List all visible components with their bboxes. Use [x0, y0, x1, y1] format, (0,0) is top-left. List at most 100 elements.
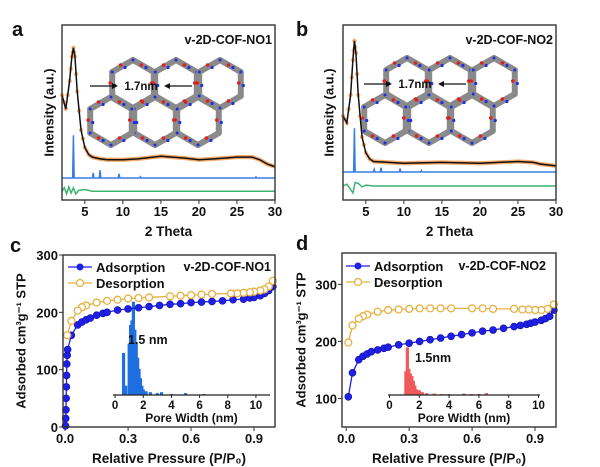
- nitrogen-atom: [440, 136, 444, 141]
- inset-x-axis-label: Pore Width (nm): [418, 411, 511, 425]
- nitrogen-atom: [153, 95, 157, 99]
- adsorption-point: [92, 311, 101, 320]
- sample-title: v-2D-COF-NO1: [183, 260, 271, 274]
- framework-linker: [426, 92, 453, 110]
- pore-size-annotation: 1.7nm: [124, 81, 157, 93]
- adsorption-point: [176, 299, 185, 308]
- nitrogen-atom: [153, 143, 157, 147]
- adsorption-point: [367, 347, 376, 356]
- nitrogen-atom: [448, 56, 452, 60]
- x-tick-label: 25: [230, 204, 244, 219]
- nitrogen-atom: [210, 65, 214, 70]
- framework-linker: [152, 57, 179, 75]
- nitrogen-atom: [166, 102, 170, 107]
- desorption-point: [67, 316, 76, 326]
- inset-x-tick-label: 2: [140, 400, 146, 412]
- pore-size-annotation: 1.7nm: [398, 79, 431, 91]
- framework-linker: [152, 130, 179, 148]
- x-tick-label: 0.0: [56, 431, 74, 446]
- panel-label: a: [12, 19, 24, 41]
- oxygen-atom: [469, 79, 474, 83]
- arrowhead-icon: [438, 81, 444, 87]
- nitrogen-atom: [397, 63, 401, 68]
- adsorption-point: [208, 297, 216, 306]
- x-tick-label: 5: [362, 204, 369, 219]
- oxygen-atom: [370, 98, 375, 102]
- x-tick-label: 10: [116, 204, 130, 219]
- adsorption-point: [62, 371, 71, 380]
- nitrogen-atom: [109, 95, 113, 99]
- adsorption-point: [134, 303, 143, 312]
- legend-label: Desorption: [374, 275, 443, 290]
- oxygen-atom: [370, 134, 375, 138]
- nitrogen-atom: [492, 56, 496, 60]
- inset-x-tick-label: 2: [416, 400, 422, 412]
- oxygen-atom: [500, 61, 505, 65]
- desorption-point: [165, 292, 175, 301]
- nitrogen-atom: [130, 107, 134, 111]
- nitrogen-atom: [471, 68, 475, 72]
- nitrogen-atom: [505, 63, 509, 68]
- legend-marker-filled-icon: [354, 262, 362, 270]
- x-tick-label: 0.3: [400, 431, 418, 446]
- framework-linker: [382, 92, 409, 110]
- nitrogen-atom: [492, 104, 496, 108]
- oxygen-atom: [479, 97, 484, 101]
- adsorption-point: [531, 318, 539, 326]
- framework-linker: [108, 94, 135, 112]
- nitrogen-atom: [153, 70, 157, 74]
- oxygen-atom: [204, 136, 209, 140]
- nitrogen-atom: [427, 141, 431, 145]
- framework-linker: [174, 94, 201, 112]
- nitrogen-atom: [156, 83, 160, 88]
- nitrogen-atom: [418, 63, 422, 68]
- nitrogen-atom: [462, 136, 466, 141]
- framework-linker: [174, 130, 201, 148]
- nitrogen-atom: [505, 99, 509, 104]
- desorption-point: [186, 290, 196, 300]
- adsorption-point: [457, 330, 466, 339]
- fit-line: [342, 40, 557, 167]
- nitrogen-atom: [109, 143, 113, 147]
- legend-label: Adsorption: [374, 259, 443, 274]
- y-tick-label: 200: [315, 334, 337, 349]
- adsorption-point: [344, 392, 353, 401]
- inset-x-tick-label: 10: [250, 400, 263, 412]
- nitrogen-atom: [178, 120, 182, 125]
- nitrogen-atom: [166, 65, 170, 70]
- nitrogen-atom: [122, 138, 126, 143]
- oxygen-atom: [382, 79, 387, 83]
- desorption-point: [102, 296, 112, 306]
- framework-linker: [109, 57, 136, 75]
- nitrogen-atom: [209, 138, 213, 143]
- desorption-point: [207, 289, 217, 299]
- nitrogen-atom: [241, 83, 245, 88]
- histogram-bar: [141, 389, 145, 395]
- histogram-bar: [425, 393, 429, 395]
- legend-marker-filled-icon: [76, 263, 84, 271]
- adsorption-point: [489, 326, 497, 334]
- nitrogen-atom: [484, 63, 488, 68]
- nitrogen-atom: [218, 58, 222, 62]
- y-axis-label: Intensity (a.u.): [41, 68, 56, 156]
- nitrogen-atom: [461, 63, 465, 68]
- nitrogen-atom: [210, 101, 214, 106]
- nitrogen-atom: [384, 68, 388, 72]
- nitrogen-atom: [383, 93, 387, 97]
- oxygen-atom: [161, 100, 166, 104]
- nitrogen-atom: [123, 65, 127, 70]
- oxygen-atom: [161, 136, 166, 140]
- framework-linker: [173, 57, 200, 75]
- desorption-point: [344, 338, 353, 347]
- desorption-point: [176, 291, 185, 300]
- framework-linker: [196, 93, 223, 111]
- framework-linker: [195, 130, 222, 148]
- oxygen-atom: [205, 63, 210, 67]
- adsorption-point: [394, 341, 403, 349]
- sample-title: v-2D-COF-NO2: [458, 259, 546, 273]
- nitrogen-atom: [462, 100, 466, 105]
- oxygen-atom: [117, 136, 122, 140]
- adsorption-point: [348, 369, 357, 377]
- cof-structure-image: [86, 57, 245, 148]
- nitrogen-atom: [200, 83, 204, 88]
